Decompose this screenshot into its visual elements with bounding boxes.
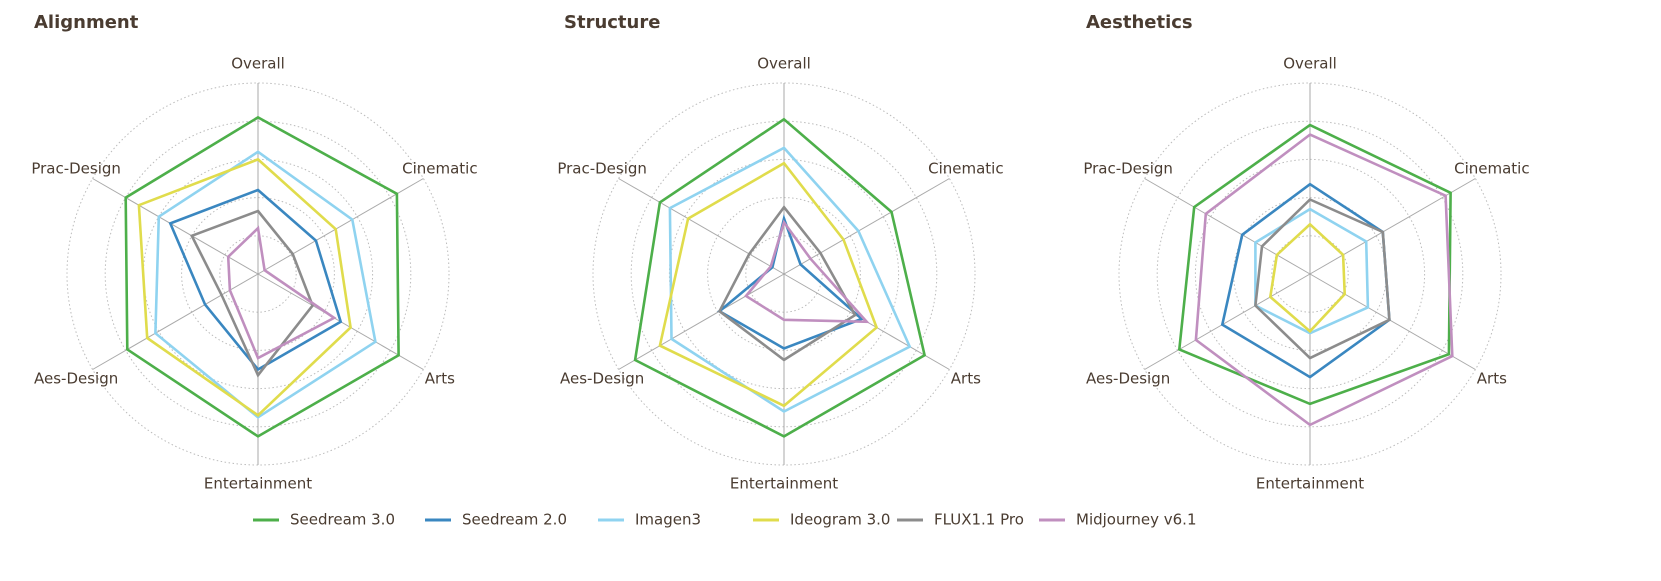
legend-label: Imagen3 (635, 511, 701, 529)
axis-spoke (618, 273, 785, 370)
chart-title: Structure (564, 12, 660, 33)
grid-ring (219, 235, 297, 313)
axis-label: Prac-Design (1083, 160, 1173, 178)
axis-spoke (618, 178, 785, 275)
grid-ring (1118, 82, 1502, 466)
series-line (1177, 123, 1452, 406)
axis-label: Entertainment (204, 475, 312, 493)
legend-label: Ideogram 3.0 (790, 511, 890, 529)
axis-label: Arts (951, 370, 981, 388)
axis-label: Arts (425, 370, 455, 388)
grid-ring (104, 120, 412, 428)
series-line (668, 146, 912, 414)
grid-ring (1271, 235, 1349, 313)
series-line (658, 161, 879, 408)
axis-label: Aes-Design (1086, 370, 1170, 388)
chart-title: Aesthetics (1086, 12, 1193, 33)
axis-label: Cinematic (1454, 160, 1529, 178)
grid-ring (745, 235, 823, 313)
series-line (633, 117, 927, 438)
axis-label: Entertainment (730, 475, 838, 493)
axis-label: Overall (1283, 55, 1337, 73)
series-line (717, 214, 865, 350)
grid-ring (142, 158, 374, 390)
chart-title: Alignment (34, 12, 139, 33)
series-line (1254, 207, 1370, 335)
axis-label: Prac-Design (557, 160, 647, 178)
axis-label: Prac-Design (31, 160, 121, 178)
axis-label: Aes-Design (34, 370, 118, 388)
grid-ring (181, 197, 335, 351)
series-line (226, 225, 337, 360)
axis-spoke (92, 178, 259, 275)
axis-label: Overall (757, 55, 811, 73)
axis-label: Arts (1477, 370, 1507, 388)
series-line (124, 115, 400, 438)
axis-spoke (1309, 178, 1476, 275)
series-line (168, 188, 343, 372)
axis-label: Entertainment (1256, 475, 1364, 493)
axis-label: Cinematic (402, 160, 477, 178)
grid-ring (668, 158, 900, 390)
legend-label: Midjourney v6.1 (1076, 511, 1197, 529)
grid-ring (1156, 120, 1464, 428)
grid-ring (592, 82, 976, 466)
axis-label: Overall (231, 55, 285, 73)
grid-ring (1194, 158, 1426, 390)
series-line (717, 205, 857, 362)
series-line (1194, 133, 1454, 427)
series-line (189, 209, 315, 378)
grid-ring (630, 120, 938, 428)
legend-label: FLUX1.1 Pro (934, 511, 1024, 529)
series-line (1268, 222, 1347, 334)
axis-label: Cinematic (928, 160, 1003, 178)
axis-spoke (1144, 273, 1311, 370)
grid-ring (66, 82, 450, 466)
series-line (137, 157, 352, 417)
axis-spoke (783, 178, 950, 275)
series-line (154, 150, 377, 419)
grid-ring (707, 197, 861, 351)
legend-label: Seedream 3.0 (290, 511, 395, 529)
legend-label: Seedream 2.0 (462, 511, 567, 529)
axis-label: Aes-Design (560, 370, 644, 388)
series-line (744, 219, 870, 324)
axis-spoke (1144, 178, 1311, 275)
series-line (1254, 197, 1391, 360)
